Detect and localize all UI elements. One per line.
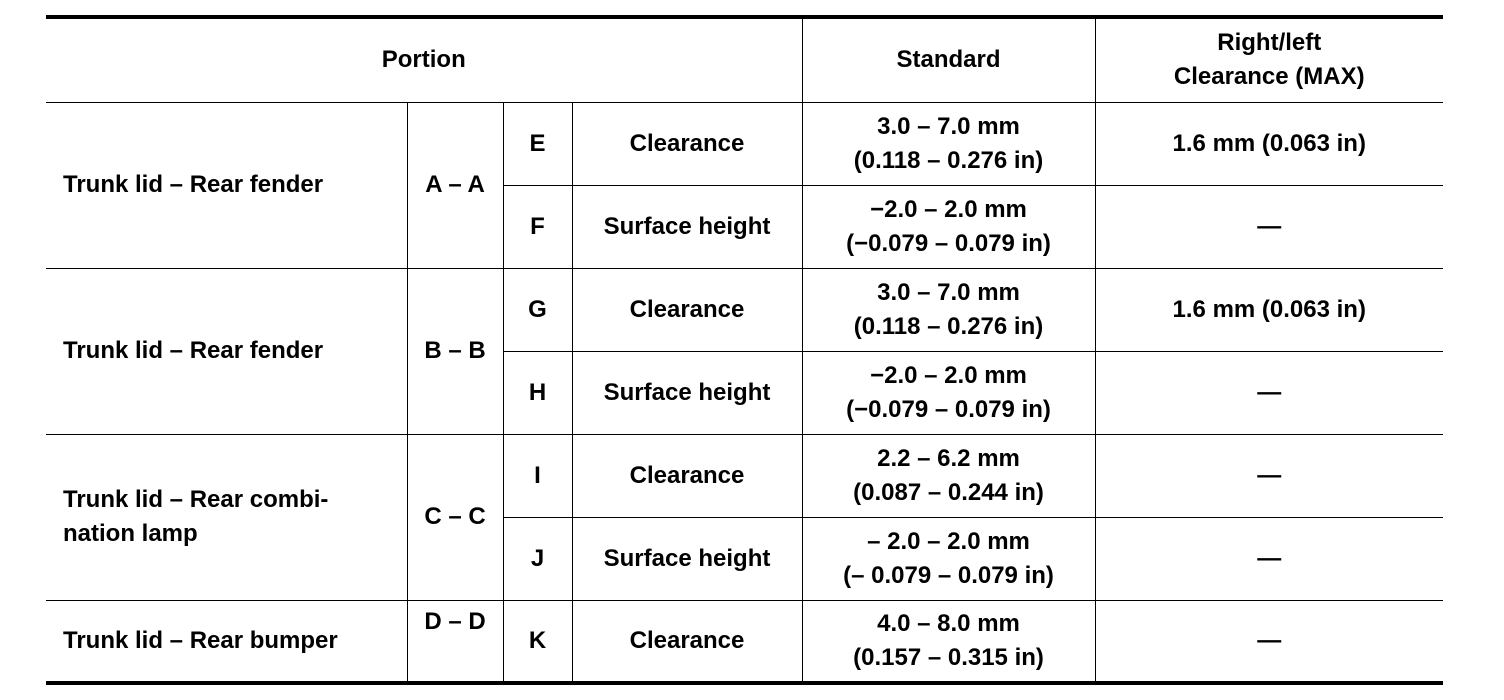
header-max: Right/left Clearance (MAX) (1094, 15, 1443, 103)
standard-cell: – 2.0 – 2.0 mm (– 0.079 – 0.079 in) (801, 516, 1096, 601)
portion-cell: Trunk lid – Rear bumper (46, 599, 408, 685)
max-cell: — (1094, 599, 1443, 685)
text-line: (−0.079 – 0.079 in) (846, 229, 1051, 257)
standard-cell: 3.0 – 7.0 mm (0.118 – 0.276 in) (801, 101, 1096, 186)
max-cell: 1.6 mm (0.063 in) (1094, 267, 1443, 352)
portion-cell: Trunk lid – Rear combi-nation lamp (46, 433, 408, 601)
max-cell: — (1094, 433, 1443, 518)
text-line: −2.0 – 2.0 mm (870, 361, 1027, 389)
item-cell: Clearance (571, 267, 803, 352)
text-line: Clearance (MAX) (1173, 63, 1365, 91)
item-cell: Surface height (571, 350, 803, 435)
table-row: Trunk lid – Rear bumper D – D K Clearance 4.… (46, 599, 1443, 685)
section-cell: A – A (406, 101, 504, 269)
text-line: 4.0 – 8.0 mm (877, 609, 1020, 637)
text-line: 3.0 – 7.0 mm (877, 112, 1020, 140)
max-cell: — (1094, 184, 1443, 269)
id-cell: J (503, 516, 573, 601)
id-cell: F (503, 184, 573, 269)
item-cell: Surface height (571, 184, 803, 269)
text-line: Right/left (1217, 29, 1322, 57)
text-line: – 2.0 – 2.0 mm (867, 527, 1030, 555)
table-row: Trunk lid – Rear fender B – B G Clearance 3.… (46, 267, 1443, 435)
text-line: 3.0 – 7.0 mm (877, 278, 1020, 306)
standard-cell: −2.0 – 2.0 mm (−0.079 – 0.079 in) (801, 184, 1096, 269)
section-cell: C – C (406, 433, 504, 601)
text-line: (−0.079 – 0.079 in) (846, 395, 1051, 423)
text-line: 2.2 – 6.2 mm (877, 444, 1020, 472)
portion-cell: Trunk lid – Rear fender (46, 267, 408, 435)
id-cell: G (502, 267, 573, 352)
text-line: Trunk lid – Rear bumper (63, 626, 338, 654)
text-line: (0.118 – 0.276 in) (853, 146, 1044, 174)
max-cell: 1.6 mm (0.063 in) (1094, 101, 1443, 186)
text-line: Trunk lid – Rear combi- (63, 486, 329, 513)
header-portion: Portion (46, 15, 803, 103)
id-cell: E (502, 101, 573, 186)
text-line: (0.118 – 0.276 in) (853, 312, 1044, 340)
standard-cell: 2.2 – 6.2 mm (0.087 – 0.244 in) (801, 433, 1096, 518)
item-cell: Clearance (571, 599, 803, 685)
section-cell: B – B (406, 267, 504, 435)
header-standard: Standard (801, 15, 1096, 103)
table-row: Trunk lid – Rear fender A – A E Clearance 3.… (46, 101, 1443, 269)
table-row: H Surface height −2.0 – 2.0 mm (−0.079 – 0.… (46, 350, 1443, 435)
text-line: −2.0 – 2.0 mm (870, 195, 1027, 223)
text-line: Trunk lid – Rear fender (63, 337, 324, 364)
spec-table: Portion Standard Right/left Clearance (MAX)… (46, 15, 1443, 685)
text-line: (– 0.079 – 0.079 in) (843, 561, 1054, 589)
max-cell: — (1094, 516, 1443, 601)
table-body: Portion Standard Right/left Clearance (MAX)… (46, 15, 1443, 685)
portion-cell: Trunk lid – Rear fender (46, 101, 408, 269)
text-line: Trunk lid – Rear fender (63, 171, 324, 198)
id-cell: K (502, 599, 573, 685)
standard-cell: −2.0 – 2.0 mm (−0.079 – 0.079 in) (801, 350, 1096, 435)
item-cell: Clearance (571, 433, 803, 518)
id-cell: I (502, 433, 573, 518)
section-cell: D – D (406, 599, 504, 685)
item-cell: Surface height (571, 516, 803, 601)
id-cell: H (503, 350, 573, 435)
text-line: nation lamp (63, 520, 198, 547)
standard-cell: 4.0 – 8.0 mm (0.157 – 0.315 in) (801, 599, 1096, 685)
text-line: (0.157 – 0.315 in) (853, 643, 1044, 671)
max-cell: — (1094, 350, 1443, 435)
text-line: (0.087 – 0.244 in) (853, 478, 1044, 506)
header-row: Portion Standard Right/left Clearance (MAX) (46, 15, 1443, 103)
item-cell: Clearance (571, 101, 803, 186)
standard-cell: 3.0 – 7.0 mm (0.118 – 0.276 in) (801, 267, 1096, 352)
